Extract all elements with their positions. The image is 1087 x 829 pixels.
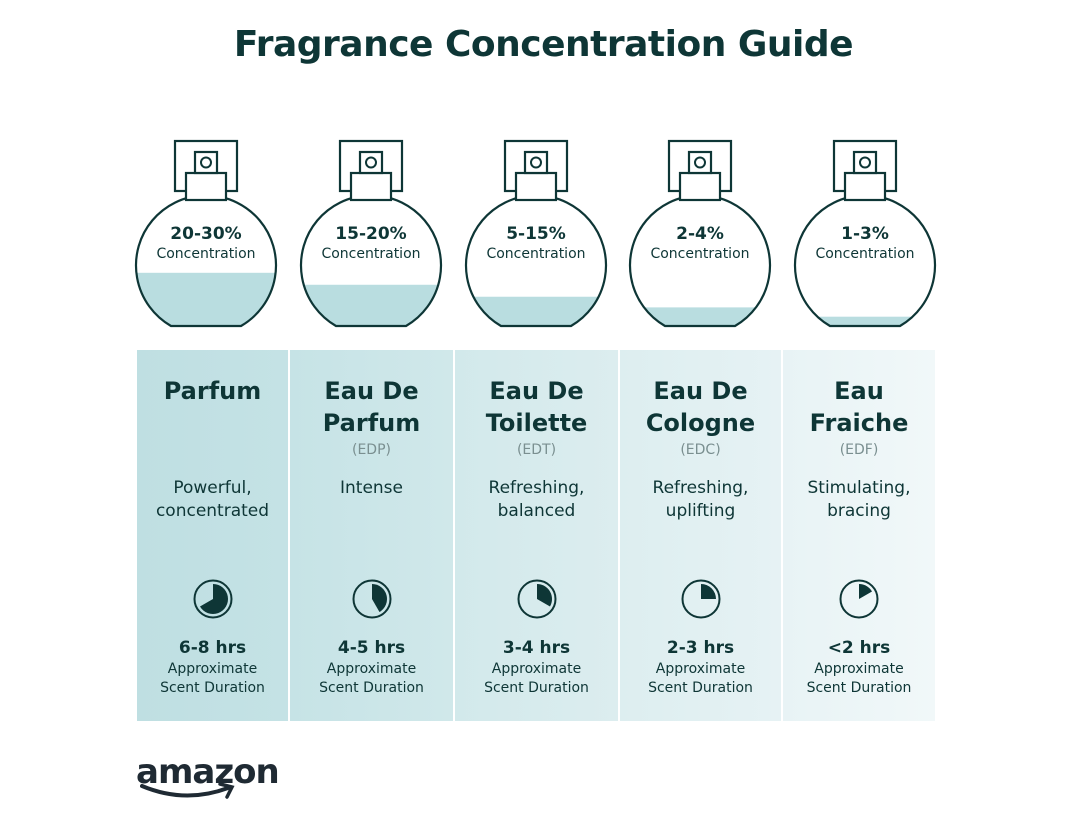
concentration-value: 1-3% <box>841 224 889 244</box>
fragrance-column-4: Eau Fraiche (EDF) Stimulating, bracing <2 … <box>783 350 935 721</box>
clock-fill <box>199 584 228 614</box>
fragrance-abbr: (EDF) <box>839 442 879 458</box>
concentration-label: Concentration <box>321 246 421 262</box>
fragrance-abbr: (EDT) <box>516 442 557 458</box>
bottle-icon <box>464 139 608 328</box>
liquid-fill <box>630 307 770 326</box>
fragrance-description: Refreshing, uplifting <box>652 478 749 521</box>
clock-icon <box>517 579 556 619</box>
concentration-value: 15-20% <box>335 224 407 244</box>
clock-icon <box>193 579 232 619</box>
clock-icon <box>839 579 879 619</box>
liquid-fill <box>136 272 276 326</box>
concentration-label: Concentration <box>650 246 750 262</box>
bottle-4: 1-3% Concentration <box>790 135 940 335</box>
fragrance-name: Eau Fraiche <box>809 377 909 437</box>
logo-text: amazon <box>136 752 280 792</box>
clock-icon <box>681 579 720 619</box>
bottle-icon <box>628 139 772 328</box>
bottle-icon <box>134 139 278 328</box>
fragrance-description: Powerful, concentrated <box>155 478 270 521</box>
duration-label: Approximate Scent Duration <box>806 661 912 696</box>
bottle-0: 20-30% Concentration <box>131 135 281 335</box>
fragrance-column-2: Eau De Toilette (EDT) Refreshing, balanced… <box>455 350 618 721</box>
clock-icon <box>352 579 391 619</box>
fragrance-description: Refreshing, balanced <box>488 478 585 521</box>
fragrance-column-0: Parfum Powerful, concentrated 6-8 hrs App… <box>137 350 288 721</box>
amazon-logo: amazon <box>136 752 280 799</box>
fragrance-name: Parfum <box>163 377 262 405</box>
fragrance-description: Intense <box>339 478 403 498</box>
concentration-label: Concentration <box>815 246 915 262</box>
duration-label: Approximate Scent Duration <box>648 661 753 696</box>
fragrance-abbr: (EDC) <box>680 442 721 458</box>
smile-arrow-icon <box>140 782 235 799</box>
concentration-value: 2-4% <box>676 224 724 244</box>
duration-value: 3-4 hrs <box>502 638 571 658</box>
fragrance-name: Eau De Cologne <box>645 377 756 437</box>
bottle-icon <box>793 139 937 328</box>
clock-fill <box>536 584 552 607</box>
concentration-label: Concentration <box>486 246 586 262</box>
duration-label: Approximate Scent Duration <box>484 661 589 696</box>
bottle-2: 5-15% Concentration <box>461 135 611 335</box>
duration-value: 2-3 hrs <box>666 638 735 658</box>
fragrance-name: Eau De Parfum <box>322 377 421 437</box>
fragrance-description: Stimulating, bracing <box>807 478 911 521</box>
fragrance-column-1: Eau De Parfum (EDP) Intense 4-5 hrs Appro… <box>290 350 453 721</box>
duration-value: <2 hrs <box>827 638 891 658</box>
bottle-3: 2-4% Concentration <box>625 135 775 335</box>
fragrance-name: Eau De Toilette <box>485 377 588 437</box>
bottle-icon <box>299 139 443 328</box>
concentration-label: Concentration <box>156 246 256 262</box>
liquid-fill <box>795 316 935 326</box>
fragrance-column-3: Eau De Cologne (EDC) Refreshing, uplifting… <box>620 350 781 721</box>
duration-value: 6-8 hrs <box>178 638 247 658</box>
clock-fill <box>371 584 387 613</box>
duration-label: Approximate Scent Duration <box>319 661 424 696</box>
liquid-fill <box>301 284 441 326</box>
concentration-value: 5-15% <box>506 224 566 244</box>
page-title: Fragrance Concentration Guide <box>233 24 854 65</box>
duration-label: Approximate Scent Duration <box>160 661 265 696</box>
duration-value: 4-5 hrs <box>337 638 406 658</box>
clock-fill <box>700 584 716 599</box>
clock-fill <box>859 584 873 599</box>
bottle-1: 15-20% Concentration <box>296 135 446 335</box>
concentration-value: 20-30% <box>170 224 242 244</box>
fragrance-abbr: (EDP) <box>352 442 391 458</box>
